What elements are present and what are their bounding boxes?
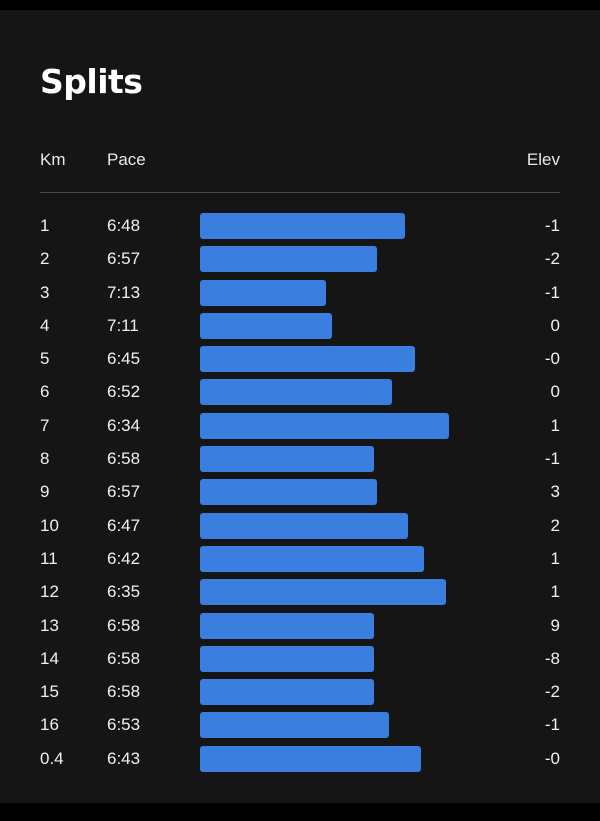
split-km: 12 (40, 582, 59, 602)
column-header-pace: Pace (107, 150, 146, 169)
split-pace: 6:52 (107, 382, 141, 402)
split-pace: 6:45 (107, 349, 141, 369)
split-km: 9 (40, 482, 50, 502)
split-pace: 7:13 (107, 282, 141, 302)
split-elev: -2 (544, 249, 560, 269)
split-pace: 6:58 (107, 682, 141, 702)
header-divider (40, 192, 560, 193)
split-km: 0.4 (40, 748, 64, 768)
split-row: 15 6:58 -2 (40, 678, 560, 711)
pace-bar (200, 645, 374, 672)
split-pace: 7:11 (107, 315, 139, 335)
split-row: 5 6:45 -0 (40, 345, 560, 378)
split-km: 8 (40, 449, 50, 469)
pace-bar (200, 346, 415, 373)
split-row: 13 6:58 9 (40, 612, 560, 645)
split-elev: -0 (544, 748, 560, 768)
pace-bar (200, 312, 332, 339)
pace-bar (200, 479, 377, 506)
pace-bar (200, 712, 389, 739)
split-km: 7 (40, 415, 50, 435)
split-pace: 6:57 (107, 249, 141, 269)
split-km: 13 (40, 615, 59, 635)
split-row: 3 7:13 -1 (40, 279, 560, 312)
split-pace: 6:48 (107, 216, 141, 235)
split-elev: 0 (550, 315, 560, 335)
split-elev: 1 (550, 415, 560, 435)
split-elev: -8 (544, 648, 560, 668)
splits-panel: Splits Km Pace Elev 1 6:48 -1 2 6:57 -2 3 7:13 -… (0, 10, 600, 803)
split-elev: -1 (544, 216, 560, 235)
column-header-km: Km (40, 150, 66, 169)
pace-bar (200, 246, 377, 273)
split-km: 11 (40, 548, 58, 568)
split-row: 6 6:52 0 (40, 378, 560, 411)
page-title: Splits (40, 62, 143, 101)
split-elev: -1 (544, 282, 560, 302)
split-row: 0.4 6:43 -0 (40, 745, 560, 778)
pace-bar (200, 213, 405, 239)
split-elev: 3 (550, 482, 560, 502)
split-pace: 6:58 (107, 648, 141, 668)
split-km: 16 (40, 715, 59, 735)
split-pace: 6:57 (107, 482, 141, 502)
split-km: 6 (40, 382, 50, 402)
split-pace: 6:43 (107, 748, 141, 768)
split-row: 8 6:58 -1 (40, 445, 560, 478)
split-elev: 2 (550, 515, 560, 535)
split-pace: 6:47 (107, 515, 141, 535)
split-km: 10 (40, 515, 59, 535)
pace-bar (200, 446, 374, 473)
pace-bar (200, 612, 374, 639)
split-km: 14 (40, 648, 59, 668)
splits-list: 1 6:48 -1 2 6:57 -2 3 7:13 -1 4 7:11 0 5 6:45 -0 6 6:52 0… (40, 212, 560, 778)
split-elev: 1 (550, 548, 560, 568)
split-elev: 0 (550, 382, 560, 402)
split-pace: 6:58 (107, 615, 141, 635)
split-row: 11 6:42 1 (40, 545, 560, 578)
pace-bar (200, 545, 424, 572)
split-km: 2 (40, 249, 50, 269)
pace-bar (200, 679, 374, 706)
pace-bar (200, 279, 326, 306)
column-header-elev: Elev (526, 150, 560, 169)
split-elev: -2 (544, 682, 560, 702)
pace-bar (200, 579, 446, 606)
split-elev: -1 (544, 449, 560, 469)
split-pace: 6:53 (107, 715, 141, 735)
split-km: 1 (40, 216, 50, 235)
split-pace: 6:34 (107, 415, 141, 435)
pace-bar (200, 379, 392, 406)
split-pace: 6:35 (107, 582, 141, 602)
pace-bar (200, 745, 421, 772)
split-km: 15 (40, 682, 59, 702)
split-elev: -0 (544, 349, 560, 369)
split-elev: -1 (544, 715, 560, 735)
split-pace: 6:42 (107, 548, 141, 568)
split-row: 4 7:11 0 (40, 312, 560, 345)
split-row: 2 6:57 -2 (40, 245, 560, 278)
split-row: 1 6:48 -1 (40, 212, 560, 245)
pace-bar (200, 512, 408, 539)
split-row: 7 6:34 1 (40, 412, 560, 445)
split-km: 4 (40, 315, 50, 335)
split-pace: 6:58 (107, 449, 141, 469)
split-row: 12 6:35 1 (40, 578, 560, 611)
split-row: 16 6:53 -1 (40, 711, 560, 744)
split-row: 10 6:47 2 (40, 512, 560, 545)
split-elev: 9 (550, 615, 560, 635)
split-row: 14 6:58 -8 (40, 645, 560, 678)
split-km: 3 (40, 282, 50, 302)
split-row: 9 6:57 3 (40, 478, 560, 511)
split-km: 5 (40, 349, 50, 369)
pace-bar (200, 412, 449, 439)
split-elev: 1 (550, 582, 560, 602)
